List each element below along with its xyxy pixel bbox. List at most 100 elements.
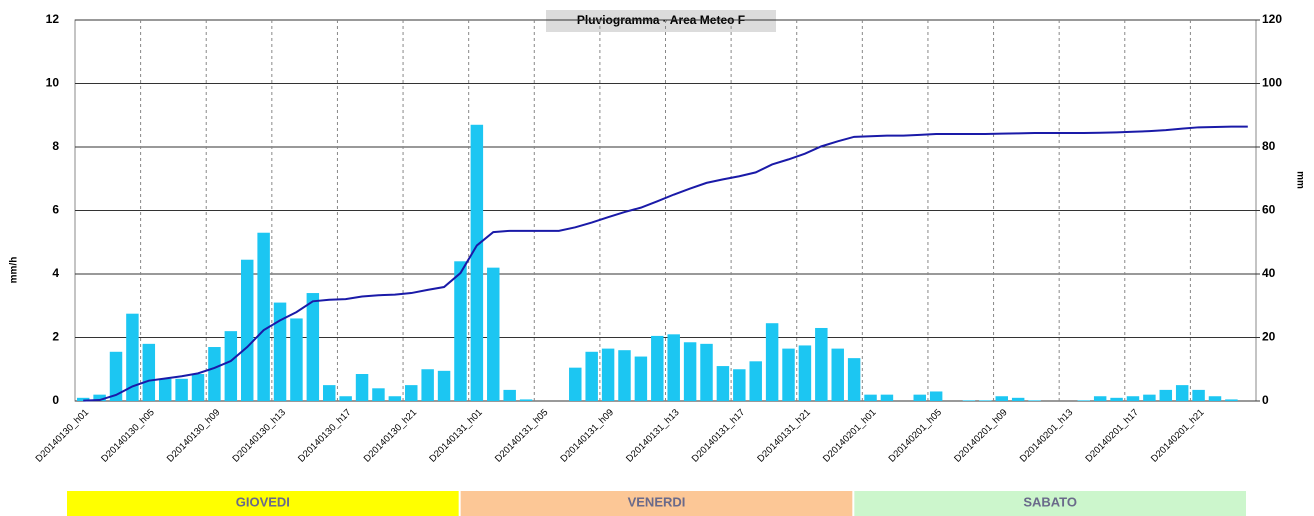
x-tick-label: D20140130_h01 <box>34 407 91 464</box>
x-tick-label: D20140201_h01 <box>821 407 878 464</box>
bar <box>240 259 254 401</box>
x-tick-label: D20140130_h17 <box>296 407 353 464</box>
bar <box>1175 385 1189 401</box>
bar <box>487 267 500 401</box>
x-tick-label: D20140130_h21 <box>362 407 419 464</box>
bar <box>175 378 188 401</box>
bar <box>979 400 992 401</box>
bar <box>716 366 730 401</box>
bar <box>634 356 648 401</box>
bar <box>929 391 943 401</box>
bar <box>1159 389 1173 401</box>
bar <box>749 361 762 401</box>
x-tick-label: D20140201_h09 <box>952 407 1009 464</box>
day-label: VENERDI <box>628 494 686 509</box>
bar <box>995 396 1008 401</box>
bar <box>355 374 369 401</box>
day-label: GIOVEDI <box>236 494 290 509</box>
bar <box>437 370 451 401</box>
bar <box>1126 396 1140 401</box>
y2-tick-label: 80 <box>1262 139 1276 153</box>
x-tick-label: D20140201_h13 <box>1018 407 1075 464</box>
bar <box>109 351 123 401</box>
x-tick-label: D20140131_h21 <box>755 407 812 464</box>
bar <box>569 367 582 401</box>
bar <box>651 335 664 401</box>
bar <box>208 347 221 401</box>
bar <box>782 348 795 401</box>
bar <box>683 342 697 401</box>
bar <box>1110 397 1123 401</box>
bar <box>618 350 631 401</box>
bar <box>667 334 680 401</box>
y2-tick-label: 100 <box>1262 76 1282 90</box>
y-tick-label: 8 <box>52 139 59 153</box>
bar <box>503 389 516 401</box>
bar <box>421 369 434 401</box>
bar <box>880 394 894 401</box>
x-tick-label: D20140131_h17 <box>690 407 747 464</box>
day-band <box>854 491 1246 516</box>
bar <box>1208 396 1222 401</box>
y2-tick-label: 120 <box>1262 12 1282 26</box>
x-tick-label: D20140201_h05 <box>887 407 944 464</box>
y-axis-label: mm/h <box>9 257 20 284</box>
bar <box>815 327 828 401</box>
bar <box>306 293 320 401</box>
bar <box>585 351 598 401</box>
x-tick-label: D20140130_h09 <box>165 407 222 464</box>
bar <box>388 396 402 401</box>
bar <box>733 369 746 401</box>
title-box <box>546 10 776 32</box>
y-tick-label: 6 <box>52 203 59 217</box>
bar <box>1225 399 1238 401</box>
bar <box>372 388 385 401</box>
bar <box>454 261 467 401</box>
bar <box>519 399 533 401</box>
bar <box>765 323 779 401</box>
bar <box>158 378 172 401</box>
bar <box>1093 396 1107 401</box>
bar <box>126 313 139 401</box>
y-tick-label: 4 <box>52 266 59 280</box>
bar <box>273 302 287 401</box>
y2-tick-label: 0 <box>1262 393 1269 407</box>
bar <box>1028 400 1041 401</box>
bar <box>224 331 238 401</box>
x-tick-label: D20140130_h05 <box>99 407 156 464</box>
x-tick-label: D20140201_h21 <box>1149 407 1206 464</box>
bar <box>962 400 976 401</box>
bar <box>405 385 418 401</box>
day-band <box>67 491 459 516</box>
bar <box>601 348 615 401</box>
bar <box>323 385 336 401</box>
bar <box>257 232 270 401</box>
bar <box>847 358 861 401</box>
x-tick-label: D20140131_h01 <box>427 407 484 464</box>
x-tick-label: D20140131_h09 <box>559 407 616 464</box>
bar <box>76 397 90 401</box>
bar <box>700 343 713 401</box>
y2-tick-label: 60 <box>1262 203 1276 217</box>
bar <box>191 374 205 401</box>
day-label: SABATO <box>1023 494 1077 509</box>
y-tick-label: 12 <box>46 12 60 26</box>
y2-axis-label: mm <box>1294 171 1305 189</box>
y2-tick-label: 20 <box>1262 330 1276 344</box>
x-tick-label: D20140201_h17 <box>1083 407 1140 464</box>
y-tick-label: 0 <box>52 393 59 407</box>
bar <box>1192 389 1205 401</box>
bar <box>142 343 156 401</box>
line <box>83 125 1248 402</box>
bar <box>1077 400 1091 401</box>
y2-tick-label: 40 <box>1262 266 1276 280</box>
bar <box>470 124 484 402</box>
x-tick-label: D20140130_h13 <box>230 407 287 464</box>
bar <box>798 345 812 401</box>
x-tick-label: D20140131_h05 <box>493 407 550 464</box>
y-tick-label: 10 <box>46 76 60 90</box>
bar <box>1143 394 1156 401</box>
bar <box>913 394 926 401</box>
day-band <box>460 491 853 516</box>
